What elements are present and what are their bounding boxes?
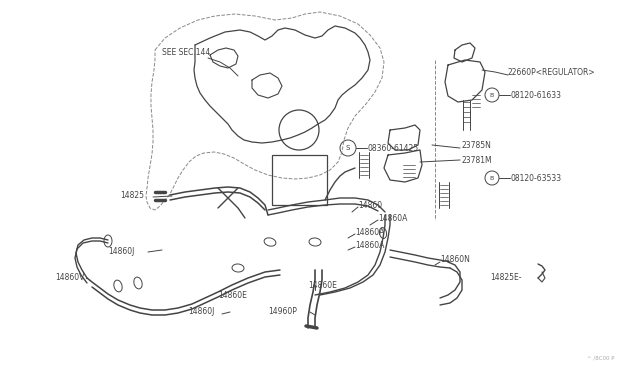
Text: 22660P<REGULATOR>: 22660P<REGULATOR> xyxy=(508,67,596,77)
Text: 14860A: 14860A xyxy=(378,214,408,222)
Text: 14860N: 14860N xyxy=(440,256,470,264)
Text: SEE SEC.144: SEE SEC.144 xyxy=(162,48,211,57)
Text: 14860V: 14860V xyxy=(55,273,84,282)
Text: 23785N: 23785N xyxy=(462,141,492,150)
Text: B: B xyxy=(490,176,494,180)
Text: 08360-61425: 08360-61425 xyxy=(368,144,419,153)
Text: 14860E: 14860E xyxy=(218,291,247,299)
Bar xyxy=(272,155,327,205)
Text: 14860J: 14860J xyxy=(188,308,214,317)
Text: 23781M: 23781M xyxy=(462,155,493,164)
Text: 08120-61633: 08120-61633 xyxy=(511,90,562,99)
Text: 14860J: 14860J xyxy=(108,247,134,257)
Text: ^ /8C00 P: ^ /8C00 P xyxy=(588,356,615,360)
Text: 14825: 14825 xyxy=(120,190,144,199)
Text: 14860A: 14860A xyxy=(355,228,385,237)
Text: 14960P: 14960P xyxy=(268,308,297,317)
Text: 14860E: 14860E xyxy=(308,280,337,289)
Text: 14825E-: 14825E- xyxy=(490,273,522,282)
Text: 14860: 14860 xyxy=(358,201,382,209)
Text: 14860A: 14860A xyxy=(355,241,385,250)
Text: S: S xyxy=(346,145,350,151)
Text: 08120-63533: 08120-63533 xyxy=(511,173,562,183)
Text: B: B xyxy=(490,93,494,97)
